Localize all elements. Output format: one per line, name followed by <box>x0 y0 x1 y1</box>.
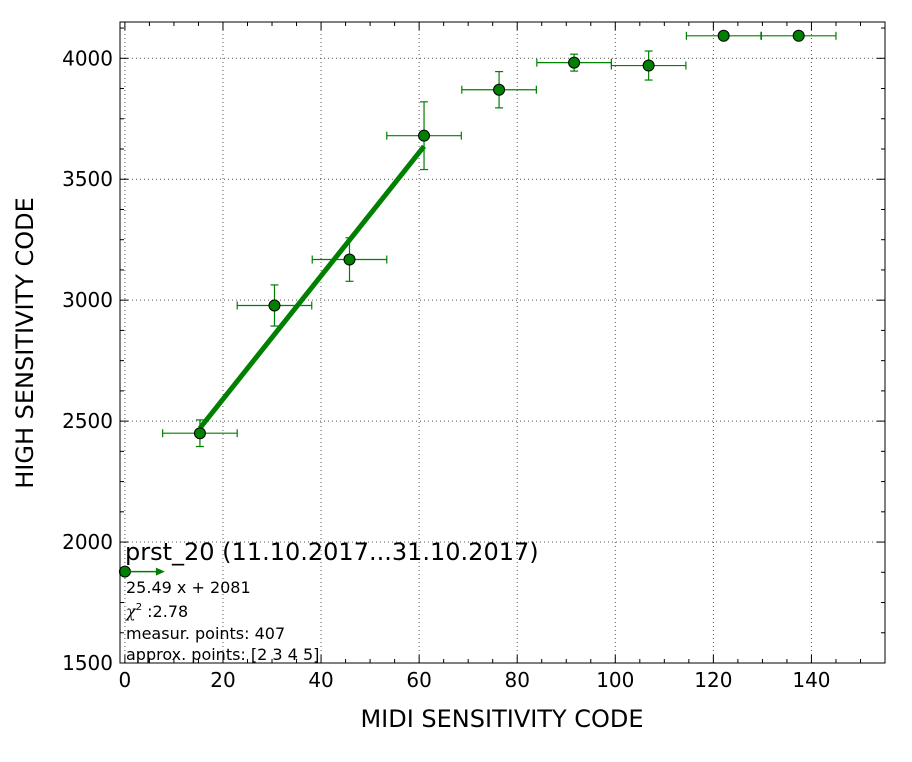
data-points <box>118 29 837 578</box>
data-point-group <box>610 50 687 81</box>
fit-equation: 25.49 x + 2081 <box>126 578 251 597</box>
y-tick-label: 3000 <box>62 288 113 312</box>
y-tick-label: 2500 <box>62 409 113 433</box>
chart-title: prst_20 (11.10.2017...31.10.2017) <box>125 538 539 566</box>
chi2-value: :2.78 <box>142 602 188 621</box>
data-point-group <box>461 70 537 109</box>
y-tick-label: 1500 <box>62 651 113 675</box>
fit-line <box>197 144 426 430</box>
x-tick-label: 80 <box>504 668 529 692</box>
y-axis-label: HIGH SENSITIVITY CODE <box>11 197 39 489</box>
data-point-group <box>536 53 612 72</box>
data-point-group <box>760 29 837 42</box>
y-tick-label: 4000 <box>62 46 113 70</box>
plot-frame <box>119 21 886 664</box>
y-tick-label: 3500 <box>62 167 113 191</box>
chi2-annotation: χ2 :2.78 <box>125 602 188 621</box>
data-point-marker <box>568 56 581 69</box>
data-point-marker <box>418 129 431 142</box>
data-point-group <box>236 284 313 327</box>
x-tick-label: 120 <box>694 668 732 692</box>
data-point-marker <box>268 299 281 312</box>
x-tick-label: 20 <box>210 668 235 692</box>
data-point-group <box>162 419 238 448</box>
data-point-marker <box>343 253 356 266</box>
data-point-marker <box>193 427 206 440</box>
x-tick-label: 0 <box>119 668 132 692</box>
data-point-marker <box>717 29 730 42</box>
limit-arrow-head <box>155 567 165 576</box>
fit-line-segment <box>197 144 426 430</box>
data-point-marker <box>642 59 655 72</box>
y-tick-labels: 1500 2000 2500 3000 3500 4000 <box>62 46 113 675</box>
minor-ticks <box>120 22 885 663</box>
x-tick-label: 100 <box>596 668 634 692</box>
approx-points: approx. points: [2 3 4 5] <box>126 645 319 664</box>
chi2-symbol: χ <box>125 602 137 621</box>
data-point-marker <box>792 29 805 42</box>
x-tick-label: 140 <box>792 668 830 692</box>
x-axis-label: MIDI SENSITIVITY CODE <box>360 705 643 733</box>
data-point-group <box>311 237 388 282</box>
measur-points: measur. points: 407 <box>126 624 285 643</box>
chi2-exponent: 2 <box>136 602 142 613</box>
data-point-group <box>685 29 762 42</box>
data-point-marker <box>493 83 506 96</box>
data-point-group <box>386 101 462 171</box>
y-tick-label: 2000 <box>62 530 113 554</box>
x-tick-labels: 0 20 40 60 80 100 120 140 <box>119 668 831 692</box>
x-tick-label: 60 <box>406 668 431 692</box>
x-tick-label: 40 <box>308 668 333 692</box>
